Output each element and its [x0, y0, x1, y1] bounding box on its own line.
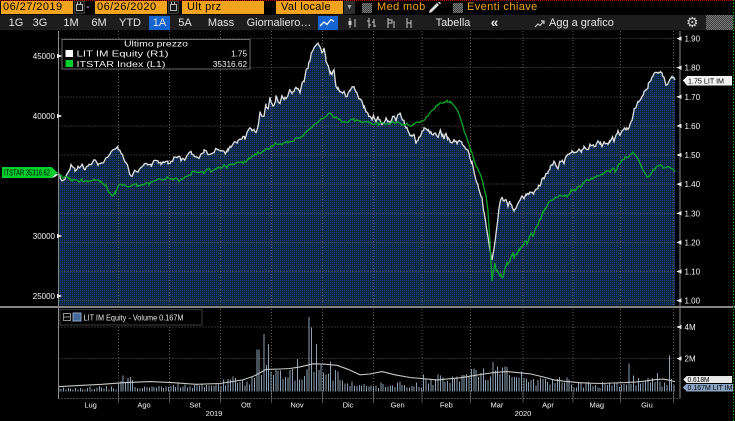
svg-text:1.75: 1.75 — [231, 50, 247, 59]
svg-text:1.70: 1.70 — [685, 93, 701, 102]
svg-text:LIT IM Equity (R1): LIT IM Equity (R1) — [77, 50, 169, 59]
svg-text:1.20: 1.20 — [685, 238, 701, 247]
svg-text:25000: 25000 — [33, 292, 56, 301]
svg-text:2019: 2019 — [206, 409, 223, 418]
svg-text:35316.62: 35316.62 — [213, 60, 248, 69]
svg-text:Dic: Dic — [343, 401, 354, 410]
svg-text:30000: 30000 — [33, 232, 56, 241]
svg-text:ITSTAR 35316.62: ITSTAR 35316.62 — [4, 168, 50, 177]
svg-text:45000: 45000 — [33, 52, 56, 61]
svg-text:1.50: 1.50 — [685, 151, 701, 160]
svg-text:Feb: Feb — [440, 401, 453, 410]
svg-text:Giu: Giu — [641, 401, 653, 410]
svg-text:Gen: Gen — [391, 401, 405, 410]
svg-text:ITSTAR Index (L1): ITSTAR Index (L1) — [77, 60, 166, 69]
svg-text:Mar: Mar — [490, 401, 503, 410]
svg-text:Ago: Ago — [137, 401, 150, 410]
svg-text:1.90: 1.90 — [685, 35, 701, 44]
svg-text:2M: 2M — [685, 355, 696, 364]
svg-text:Ultimo prezzo: Ultimo prezzo — [124, 38, 188, 48]
svg-text:0.618M: 0.618M — [688, 377, 710, 384]
svg-text:1.30: 1.30 — [685, 209, 701, 218]
svg-text:1.80: 1.80 — [685, 64, 701, 73]
svg-text:1.40: 1.40 — [685, 180, 701, 189]
svg-text:2020: 2020 — [515, 409, 532, 418]
svg-text:Nov: Nov — [290, 401, 304, 410]
svg-text:Mag: Mag — [590, 401, 605, 410]
svg-text:40000: 40000 — [33, 112, 56, 121]
svg-text:LIT IM Equity - Volume 0.167M: LIT IM Equity - Volume 0.167M — [84, 313, 184, 322]
svg-text:Apr: Apr — [542, 401, 554, 410]
svg-text:1.10: 1.10 — [685, 268, 701, 277]
svg-text:1.60: 1.60 — [685, 122, 701, 131]
svg-text:0.167M LIT IM: 0.167M LIT IM — [688, 385, 733, 392]
svg-text:4M: 4M — [685, 323, 696, 332]
svg-text:1.75 LIT IM: 1.75 LIT IM — [688, 76, 724, 85]
svg-text:Set: Set — [189, 401, 201, 410]
svg-text:Lug: Lug — [84, 401, 97, 410]
svg-text:Ott: Ott — [241, 401, 252, 410]
svg-text:1.00: 1.00 — [685, 297, 701, 306]
